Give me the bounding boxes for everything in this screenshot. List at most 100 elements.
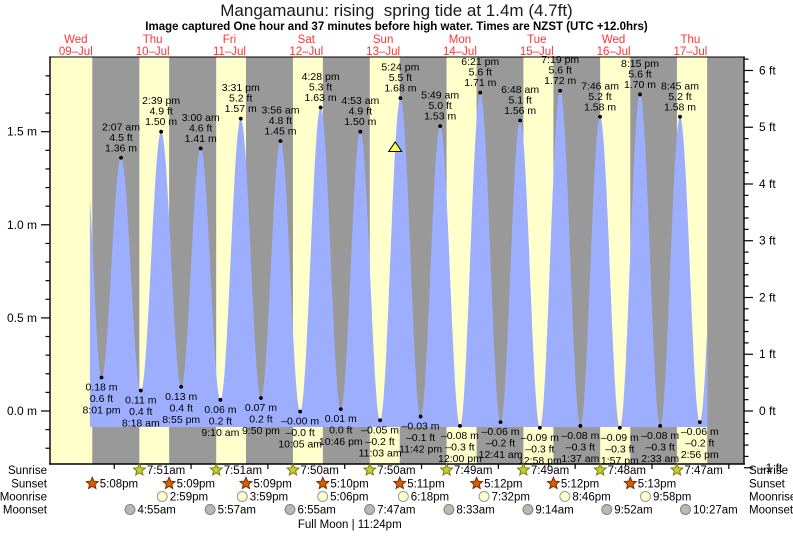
high-tide-m: 1.41 m — [185, 133, 217, 145]
astro-event-time: 10:27am — [693, 505, 738, 517]
high-tide-m: 1.36 m — [105, 142, 137, 154]
low-tide-dot — [99, 375, 104, 380]
high-tide-time: 2:07 am — [102, 121, 140, 133]
high-tide-dot — [238, 116, 243, 121]
low-tide-m: –0.08 m — [441, 430, 479, 442]
low-tide-ft: –0.3 ft — [525, 443, 554, 455]
low-tide-m: –0.08 m — [561, 430, 599, 442]
current-time-marker — [387, 141, 403, 152]
astro-row-label-left: Sunrise — [8, 465, 47, 477]
high-tide-dot — [598, 114, 602, 119]
sunset-icon — [392, 476, 407, 490]
high-tide-ft: 5.2 ft — [229, 93, 252, 105]
astro-event-time: 7:32pm — [492, 492, 530, 504]
low-tide-m: –0.06 m — [482, 426, 520, 438]
high-tide-dot — [478, 90, 483, 95]
low-tide-m: 0.13 m — [165, 391, 197, 403]
high-tide-m: 1.72 m — [544, 75, 576, 87]
sunset-icon — [546, 476, 561, 490]
low-tide-time: 10:05 am — [278, 439, 322, 451]
low-tide-ft: –0.2 ft — [365, 436, 394, 448]
high-tide-ft: 4.9 ft — [349, 106, 372, 118]
astro-event-time: 8:46pm — [572, 492, 610, 504]
low-tide-m: –0.09 m — [521, 432, 559, 444]
low-tide-dot — [138, 388, 143, 393]
low-tide-time: 11:03 am — [359, 447, 402, 459]
high-tide-m: 1.57 m — [225, 103, 257, 115]
high-tide-m: 1.56 m — [504, 105, 536, 117]
high-tide-time: 4:28 pm — [302, 71, 340, 83]
low-tide-time: 1:37 am — [561, 453, 599, 465]
low-tide-m: –0.09 m — [601, 432, 639, 444]
low-tide-time: 9:50 pm — [242, 425, 280, 437]
moonset-icon — [124, 504, 136, 515]
high-tide-dot — [278, 139, 283, 143]
high-tide-m: 1.53 m — [424, 111, 456, 123]
low-tide-m: 0.01 m — [325, 413, 357, 425]
high-tide-time: 7:19 pm — [541, 54, 579, 66]
moonrise-icon — [236, 491, 248, 502]
low-tide-ft: 0.4 ft — [170, 402, 193, 414]
low-tide-ft: 0.4 ft — [129, 406, 152, 418]
sunset-icon — [161, 476, 177, 490]
high-tide-time: 8:15 pm — [621, 58, 659, 70]
day-date-label: 12–Jul — [289, 46, 323, 58]
low-tide-m: –0.00 m — [281, 416, 319, 428]
moonrise-icon — [640, 491, 652, 502]
y-axis-right-label: 6 ft — [759, 63, 776, 77]
low-tide-time: 8:18 am — [122, 418, 160, 430]
astro-event-time: 5:12pm — [484, 479, 522, 491]
astro-event-time: 7:51am — [147, 465, 185, 477]
low-tide-ft: –0.3 ft — [445, 441, 474, 453]
y-axis-right-label: 0 ft — [759, 404, 776, 418]
sunrise-icon — [132, 462, 147, 477]
high-tide-ft: 5.2 ft — [668, 91, 691, 103]
astro-row-label-right: Moonset — [749, 505, 793, 517]
y-axis-right-label: –1 ft — [759, 461, 783, 475]
low-tide-time: 12:58 pm — [518, 455, 562, 467]
low-tide-time: 12:00 pm — [438, 453, 482, 465]
high-tide-ft: 5.6 ft — [628, 68, 651, 80]
axes — [41, 56, 753, 469]
day-date-label: 09–Jul — [59, 46, 93, 58]
day-date-label: 17–Jul — [673, 46, 707, 58]
high-tide-dot — [318, 105, 323, 110]
high-tide-time: 5:49 am — [421, 90, 459, 102]
astro-event-time: 6:55am — [298, 505, 336, 517]
high-tide-time: 6:48 am — [501, 84, 539, 96]
astro-event-time: 5:08pm — [100, 479, 138, 491]
chart-subtitle: Image captured One hour and 37 minutes b… — [145, 21, 648, 33]
low-tide-time: 1:57 pm — [601, 455, 639, 467]
low-tide-ft: –0.2 ft — [685, 438, 714, 450]
low-tide-ft: 0.0 ft — [329, 425, 352, 437]
astro-event-time: 7:47am — [377, 505, 415, 517]
low-tide-ft: –0.0 ft — [286, 427, 315, 439]
low-tide-time: 9:10 am — [201, 427, 239, 439]
astro-event-time: 9:14am — [535, 505, 573, 517]
day-name-label: Wed — [64, 34, 87, 46]
low-tide-ft: –0.3 ft — [566, 441, 595, 453]
low-tide-time: 2:33 am — [641, 453, 679, 465]
astro-event-time: 8:33am — [456, 505, 494, 517]
sunrise-icon — [516, 462, 531, 477]
high-tide-ft: 5.2 ft — [588, 91, 611, 103]
y-axis-right-label: 3 ft — [759, 234, 776, 248]
low-tide-dot — [537, 425, 542, 430]
high-tide-ft: 5.6 ft — [549, 65, 572, 77]
day-name-label: Thu — [681, 34, 701, 46]
high-tide-ft: 4.6 ft — [189, 122, 212, 134]
day-name-label: Fri — [223, 34, 236, 46]
y-axis-right-label: 1 ft — [759, 347, 776, 361]
low-tide-ft: –0.2 ft — [486, 438, 515, 450]
high-tide-ft: 4.9 ft — [149, 106, 172, 118]
moonrise-icon — [397, 491, 409, 502]
astro-row-label-left: Sunset — [11, 479, 48, 491]
low-tide-m: 0.06 m — [204, 404, 236, 416]
astro-event-time: 7:51am — [224, 465, 262, 477]
high-tide-m: 1.68 m — [384, 83, 416, 95]
high-tide-dot — [438, 124, 443, 129]
high-tide-dot — [518, 118, 523, 123]
low-tide-ft: –0.1 ft — [406, 432, 435, 444]
low-tide-ft: 0.6 ft — [90, 393, 113, 405]
